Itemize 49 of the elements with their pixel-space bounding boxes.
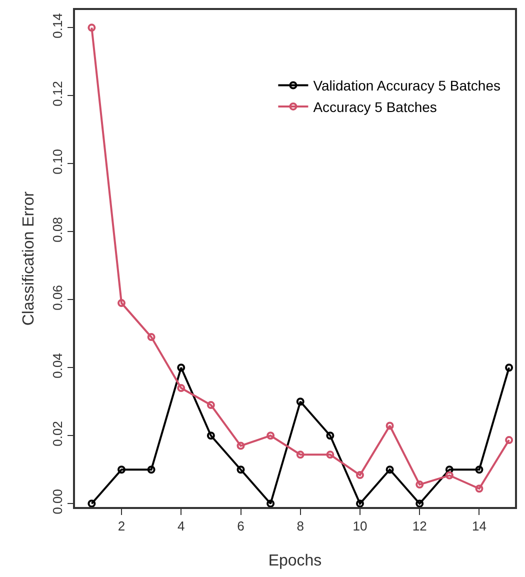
point [118, 466, 126, 474]
x-tick-label: 10 [352, 518, 368, 534]
point [147, 333, 156, 342]
x-axis-title: Epochs [268, 552, 322, 570]
point [88, 24, 96, 32]
x-tick-label: 4 [178, 518, 185, 534]
point [505, 364, 514, 372]
legend-label: Validation Accuracy 5 Batches [313, 78, 500, 94]
y-tick-label: 0.04 [50, 353, 66, 378]
point [266, 432, 275, 440]
point [386, 422, 394, 430]
point [445, 471, 454, 480]
point [505, 436, 514, 444]
y-tick-label: 0.10 [50, 149, 66, 174]
point [475, 484, 484, 493]
point [326, 432, 334, 440]
point [416, 500, 424, 508]
point [326, 450, 334, 459]
point [356, 500, 364, 508]
y-axis-title: Classification Error [20, 190, 38, 326]
x-tick-label: 8 [296, 518, 304, 534]
point [236, 466, 245, 474]
point [416, 480, 424, 489]
x-tick-label: 14 [472, 518, 486, 534]
point [266, 500, 275, 508]
point [356, 471, 364, 480]
point [206, 432, 215, 440]
legend-label: Accuracy 5 Batches [313, 98, 437, 115]
y-tick-label: 0.00 [50, 488, 66, 514]
point [296, 398, 304, 406]
y-tick-label: 0.02 [50, 421, 66, 446]
point [475, 466, 484, 474]
y-tick-label: 0.12 [50, 81, 66, 106]
point [177, 364, 186, 372]
y-tick-label: 0.14 [50, 13, 66, 38]
point [147, 466, 156, 474]
point [118, 299, 126, 308]
point [445, 466, 454, 474]
point [88, 500, 96, 508]
point [386, 466, 394, 474]
point [236, 442, 245, 450]
x-tick-label: 2 [118, 518, 126, 534]
y-tick-label: 0.06 [50, 285, 66, 310]
point [206, 401, 215, 410]
point [296, 450, 304, 459]
x-tick-label: 12 [412, 518, 427, 534]
point [177, 384, 186, 392]
y-tick-label: 0.08 [50, 217, 66, 242]
x-tick-label: 6 [237, 518, 244, 534]
